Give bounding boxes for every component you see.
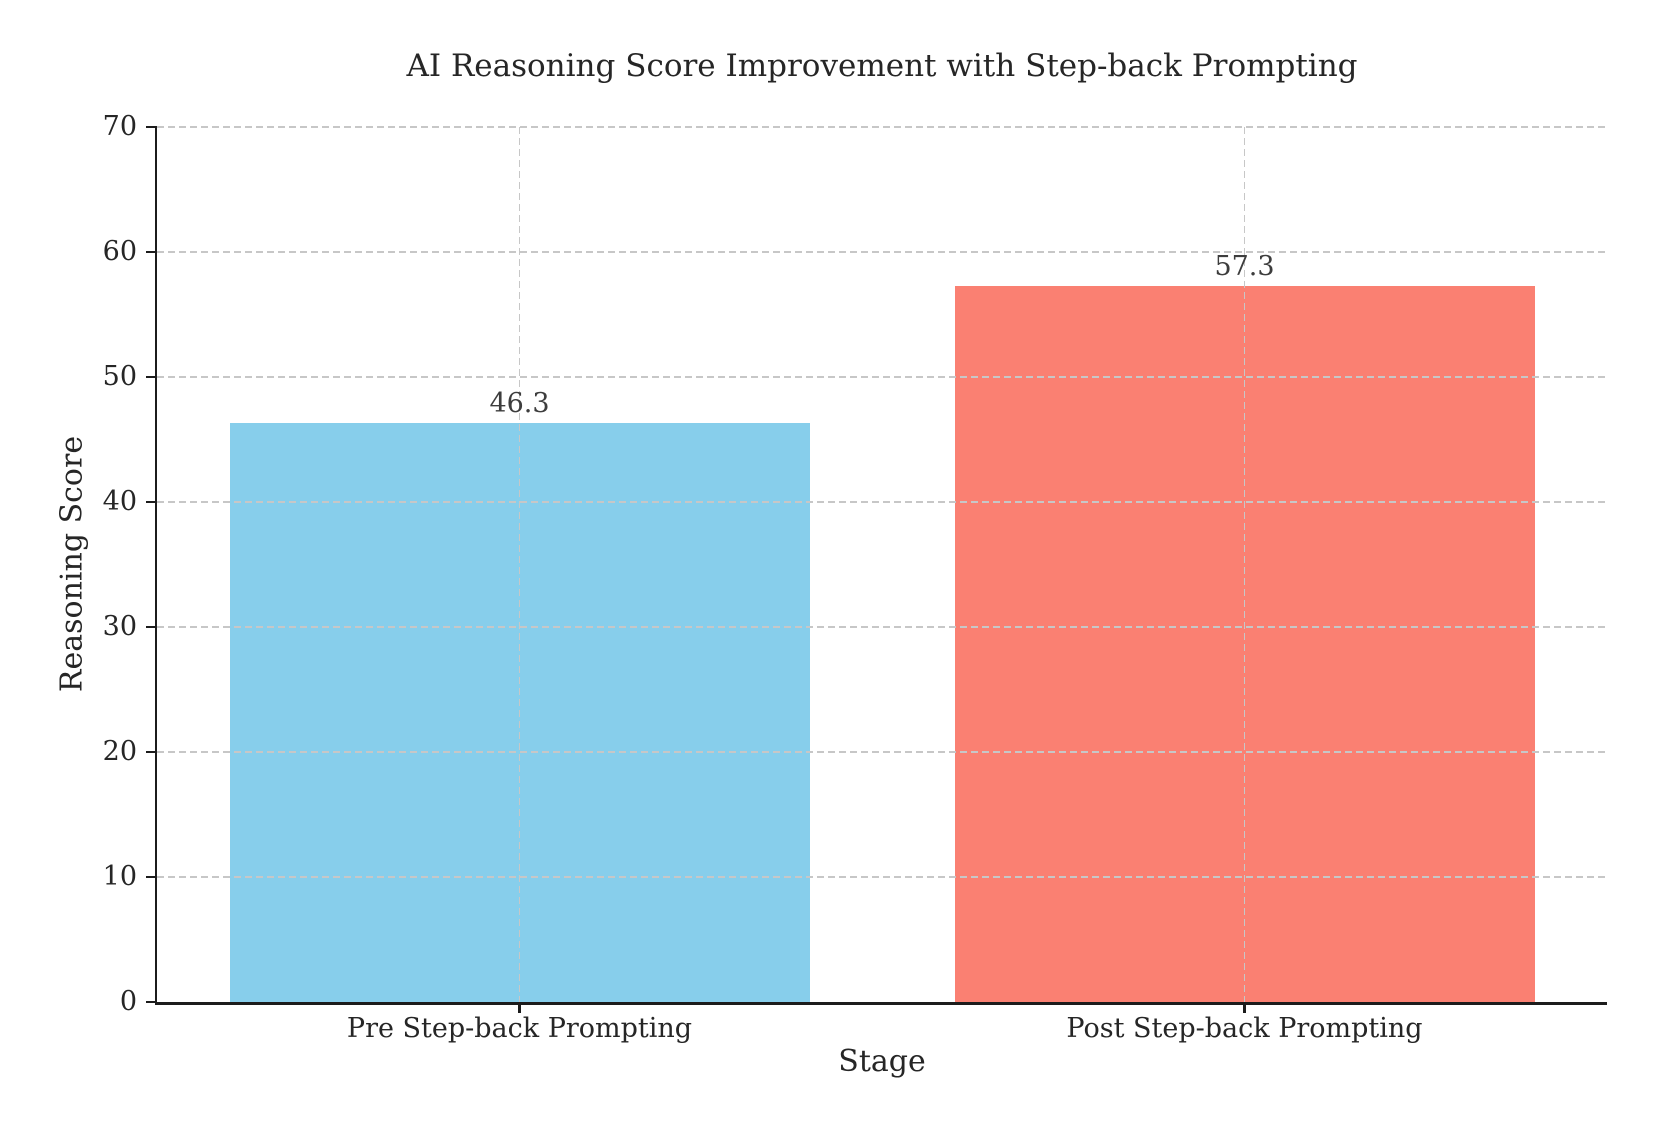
- h-gridline-10: [157, 876, 1607, 878]
- y-tick-mark-30: [146, 625, 157, 629]
- v-gridline-0: [518, 127, 521, 1002]
- y-tick-label-0: 0: [119, 986, 137, 1017]
- h-gridline-40: [157, 501, 1607, 503]
- y-tick-label-50: 50: [102, 361, 137, 392]
- y-tick-mark-0: [146, 1000, 157, 1004]
- h-gridline-20: [157, 751, 1607, 753]
- h-gridline-60: [157, 251, 1607, 253]
- bar-value-label-0: 46.3: [489, 388, 550, 420]
- y-axis-label: Reasoning Score: [54, 435, 90, 693]
- y-tick-label-10: 10: [102, 861, 137, 892]
- y-tick-label-40: 40: [102, 486, 137, 517]
- h-gridline-70: [157, 126, 1607, 128]
- y-tick-label-30: 30: [102, 611, 137, 642]
- x-tick-label-1: Post Step-back Prompting: [1066, 1013, 1423, 1044]
- x-tick-mark-0: [518, 1002, 521, 1013]
- y-axis-spine: [155, 127, 158, 1004]
- y-tick-label-20: 20: [102, 736, 137, 767]
- x-axis-spine: [155, 1002, 1607, 1005]
- h-gridline-50: [157, 376, 1607, 378]
- chart-title: AI Reasoning Score Improvement with Step…: [406, 48, 1358, 84]
- x-tick-mark-1: [1243, 1002, 1246, 1013]
- bar-value-label-1: 57.3: [1214, 250, 1275, 282]
- plot-area: 0 10 20 30 40 50 60 70 Pre Step-back Prompting Po…: [103, 111, 1607, 1044]
- y-tick-mark-60: [146, 250, 157, 254]
- x-tick-label-0: Pre Step-back Prompting: [346, 1013, 693, 1044]
- y-tick-mark-70: [146, 125, 157, 129]
- x-axis-label: Stage: [838, 1044, 926, 1079]
- y-tick-label-70: 70: [102, 111, 137, 142]
- y-tick-mark-20: [146, 750, 157, 754]
- y-tick-mark-10: [146, 875, 157, 879]
- h-gridline-30: [157, 626, 1607, 628]
- y-tick-label-60: 60: [102, 236, 137, 267]
- v-gridline-1: [1243, 127, 1246, 1002]
- y-tick-mark-50: [146, 375, 157, 379]
- y-tick-mark-40: [146, 500, 157, 504]
